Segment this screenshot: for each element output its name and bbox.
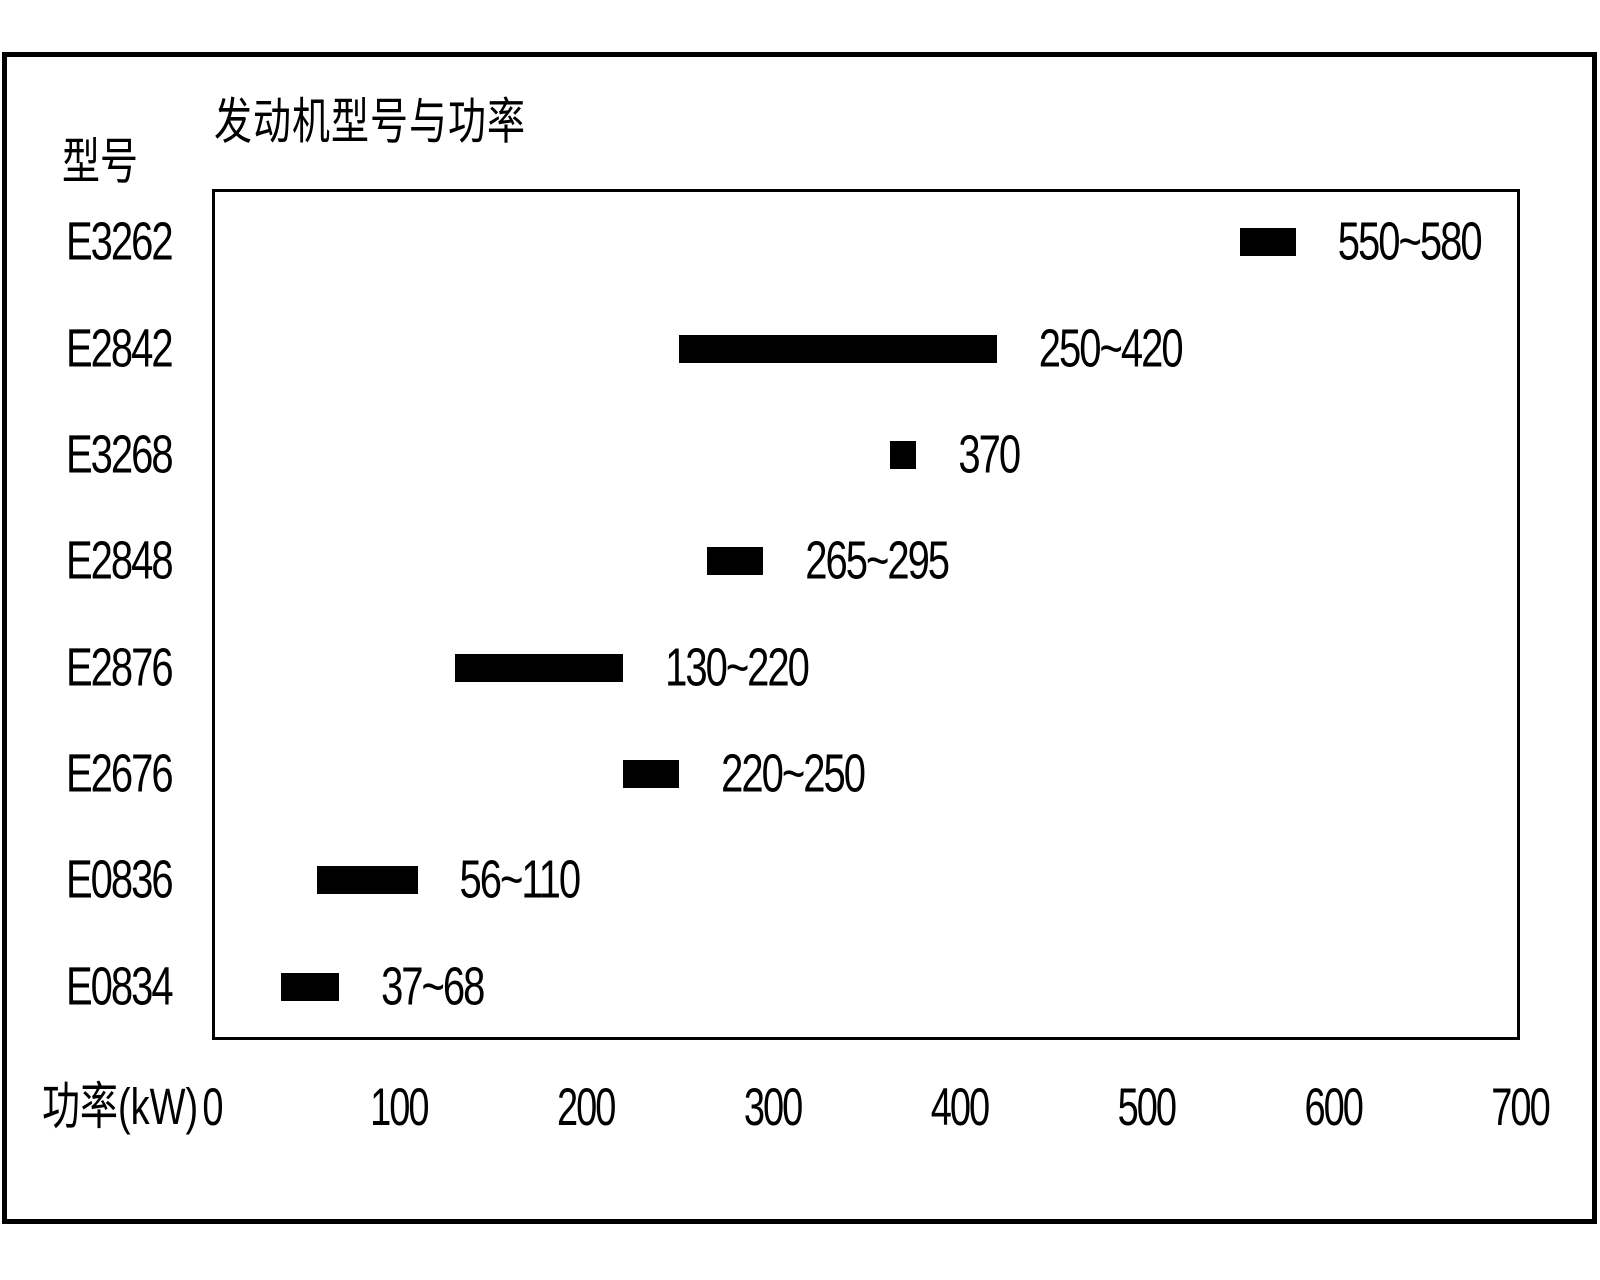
bar	[454, 653, 624, 682]
category-label: E2842	[66, 318, 174, 379]
bar	[890, 440, 917, 469]
plot-area	[212, 189, 1520, 1040]
category-label: E0836	[66, 850, 174, 911]
bar	[679, 334, 997, 363]
x-tick-label: 500	[1117, 1078, 1177, 1138]
bar-value-label: 130~220	[665, 637, 810, 698]
x-tick-label: 200	[557, 1078, 616, 1138]
bar-value-label: 265~295	[805, 531, 950, 592]
category-label: E2848	[66, 531, 174, 592]
x-tick-label: 600	[1304, 1078, 1363, 1138]
x-tick-label: 300	[743, 1078, 803, 1138]
bar	[623, 760, 680, 789]
x-axis-title: 功率(kW)	[42, 1079, 199, 1137]
category-label: E0834	[66, 957, 174, 1017]
bar-value-label: 250~420	[1038, 318, 1184, 379]
bar-value-label: 550~580	[1337, 212, 1483, 272]
category-label: E2676	[66, 744, 174, 804]
category-label: E3262	[66, 212, 174, 272]
x-tick-label: 700	[1491, 1078, 1550, 1138]
category-label: E3268	[66, 425, 174, 485]
chart-title: 发动机型号与功率	[214, 95, 527, 151]
x-tick-label: 0	[202, 1078, 223, 1138]
bar-value-label: 370	[958, 425, 1021, 485]
bar	[707, 547, 764, 576]
bar-value-label: 37~68	[381, 957, 485, 1017]
y-axis-title: 型号	[62, 135, 139, 191]
bar	[316, 866, 418, 895]
bar	[1239, 228, 1296, 257]
category-label: E2876	[66, 637, 174, 698]
bar-value-label: 220~250	[721, 744, 866, 804]
x-tick-label: 400	[930, 1078, 990, 1138]
bar	[281, 972, 340, 1001]
x-tick-label: 100	[370, 1078, 429, 1138]
bar-value-label: 56~110	[459, 850, 582, 911]
